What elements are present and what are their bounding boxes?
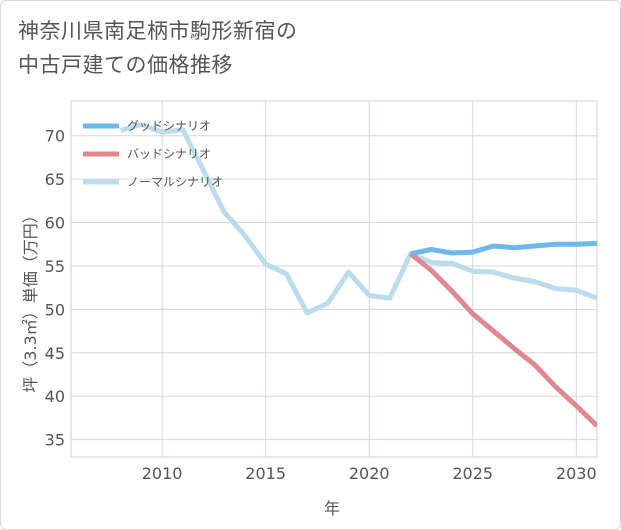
y-tick-label: 55: [45, 257, 65, 276]
series-lines: [119, 121, 597, 428]
plot-area-border: [70, 100, 598, 458]
x-tick-label: 2030: [556, 464, 597, 483]
y-tick-label: 35: [45, 431, 65, 450]
legend-label-2: ノーマルシナリオ: [127, 175, 223, 189]
x-tick-label: 2015: [245, 464, 286, 483]
x-axis-title: 年: [324, 499, 340, 518]
series-line-2: [119, 121, 597, 316]
x-tick-label: 2025: [452, 464, 493, 483]
series-line-1: [409, 251, 597, 428]
series-line-0: [410, 240, 597, 257]
legend-label-1: バッドシナリオ: [127, 147, 211, 161]
y-axis-title: 坪（3.3㎡）単価（万円）: [21, 207, 40, 392]
y-tick-label: 40: [45, 387, 65, 406]
tick-labels: 35 40 45 50 55 60 65 70 2010 2015 2020 2025 2030: [45, 127, 597, 483]
x-tick-label: 2010: [142, 464, 183, 483]
y-tick-label: 65: [45, 170, 65, 189]
grid-lines: [70, 100, 598, 458]
y-tick-label: 70: [45, 127, 65, 146]
chart-title-line1: 神奈川県南足柄市駒形新宿の: [18, 19, 298, 43]
chart-title-line2: 中古戸建ての価格推移: [18, 53, 233, 77]
y-tick-label: 60: [45, 214, 65, 233]
x-tick-label: 2020: [349, 464, 390, 483]
y-tick-label: 50: [45, 300, 65, 319]
legend-label-0: グッドシナリオ: [127, 119, 211, 133]
y-tick-label: 45: [45, 344, 65, 363]
chart-title: 神奈川県南足柄市駒形新宿の 中古戸建ての価格推移: [18, 14, 298, 82]
